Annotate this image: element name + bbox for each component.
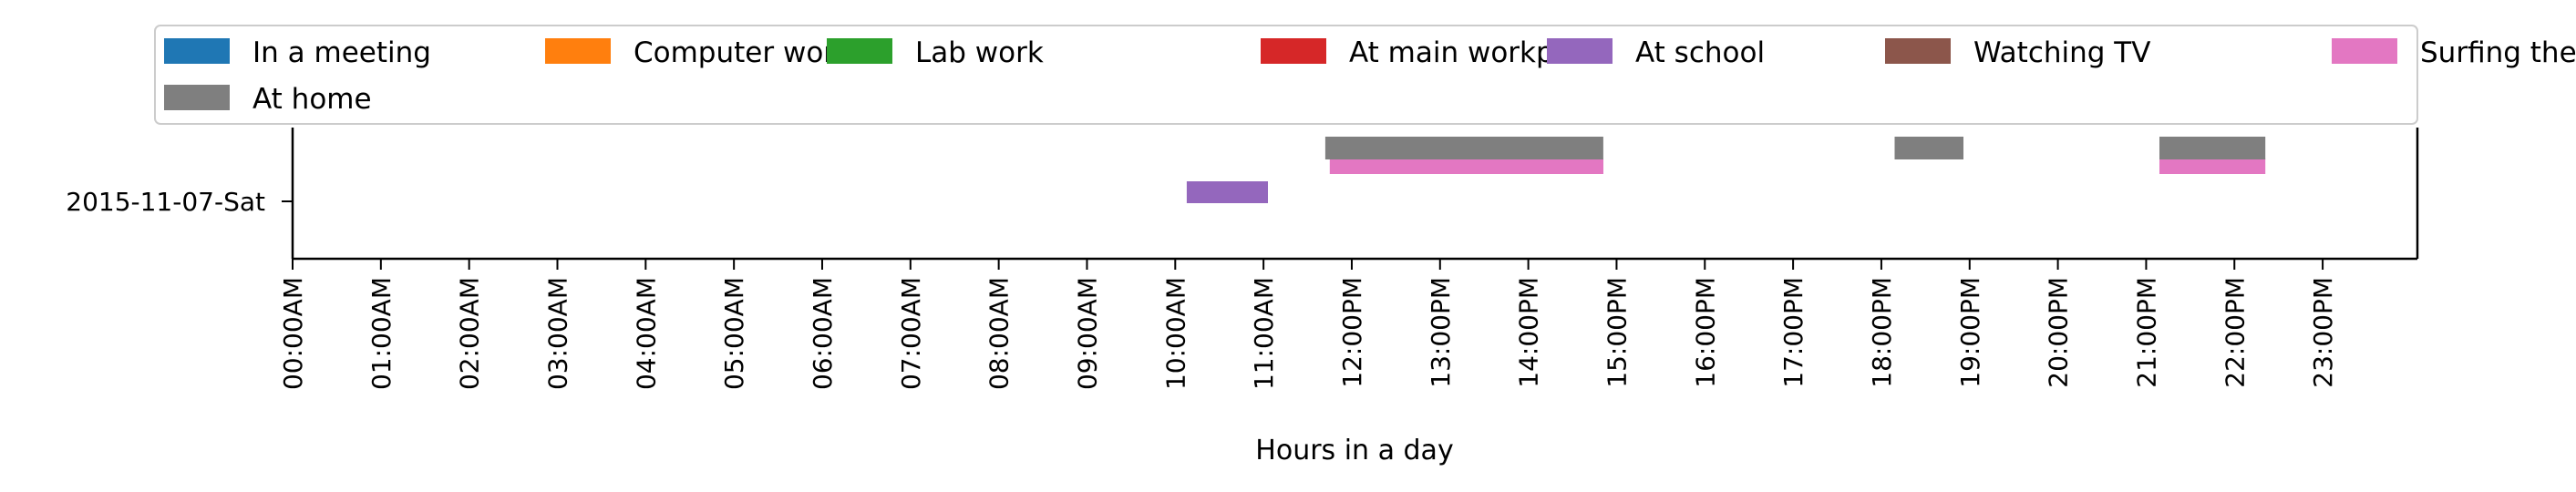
legend-swatch [164,85,230,110]
bar-at-home [1894,137,1963,159]
bar-at-home [2159,137,2266,159]
legend-items: In a meeting Computer work Lab work At main… [164,36,2576,116]
x-axis-ticks: 00:00AM 01:00AM 02:00AM 03:00AM 04:00AM 05:00… [278,259,2338,390]
legend-swatch [545,38,611,64]
x-tick-label: 22:00PM [2220,277,2250,388]
x-tick-label: 07:00AM [896,277,926,390]
x-tick-label: 15:00PM [1602,277,1632,388]
x-tick-label: 02:00AM [455,277,485,390]
x-tick-label: 05:00AM [719,277,749,390]
bar-at-home [1324,137,1603,159]
x-axis-label: Hours in a day [1255,435,1453,466]
x-tick-label: 11:00AM [1249,277,1279,390]
bar-surfing-the-internet [1329,159,1603,174]
x-tick-label: 16:00PM [1690,277,1720,388]
legend-swatch [827,38,892,64]
legend-label: In a meeting [252,36,431,69]
x-tick-label: 13:00PM [1426,277,1456,388]
plot-area [291,128,2419,261]
legend-label: Surfing the internet [2420,36,2576,69]
x-tick-label: 23:00PM [2308,277,2338,388]
legend-swatch [164,38,230,64]
y-axis-ticks: 2015-11-07-Sat [66,187,293,217]
x-tick-label: 14:00PM [1514,277,1544,388]
x-tick-label: 04:00AM [631,277,661,390]
y-tick-label: 2015-11-07-Sat [66,187,265,217]
x-tick-label: 18:00PM [1867,277,1897,388]
x-tick-label: 00:00AM [278,277,308,390]
legend-label: At school [1635,36,1765,69]
bar-surfing-the-internet [2159,159,2266,174]
legend-label: Lab work [915,36,1044,69]
timeline-bars [1186,137,2266,203]
x-tick-label: 09:00AM [1072,277,1102,390]
legend-swatch [1547,38,1613,64]
legend: In a meeting Computer work Lab work At main… [154,25,2576,125]
legend-label: Computer work [634,36,851,69]
x-tick-label: 01:00AM [366,277,397,390]
bar-at-school [1186,181,1268,203]
legend-swatch [1261,38,1326,64]
x-tick-label: 03:00AM [542,277,572,390]
x-tick-label: 10:00AM [1160,277,1190,390]
legend-label: Watching TV [1973,36,2150,69]
x-tick-label: 06:00AM [808,277,838,390]
x-tick-label: 20:00PM [2044,277,2074,388]
legend-label: At home [252,83,372,116]
x-tick-label: 08:00AM [984,277,1015,390]
x-tick-label: 12:00PM [1337,277,1367,388]
legend-swatch [1885,38,1951,64]
x-tick-label: 21:00PM [2131,277,2161,388]
legend-swatch [2332,38,2397,64]
x-tick-label: 19:00PM [1955,277,1985,388]
legend-frame [154,25,2418,125]
x-tick-label: 17:00PM [1778,277,1808,388]
